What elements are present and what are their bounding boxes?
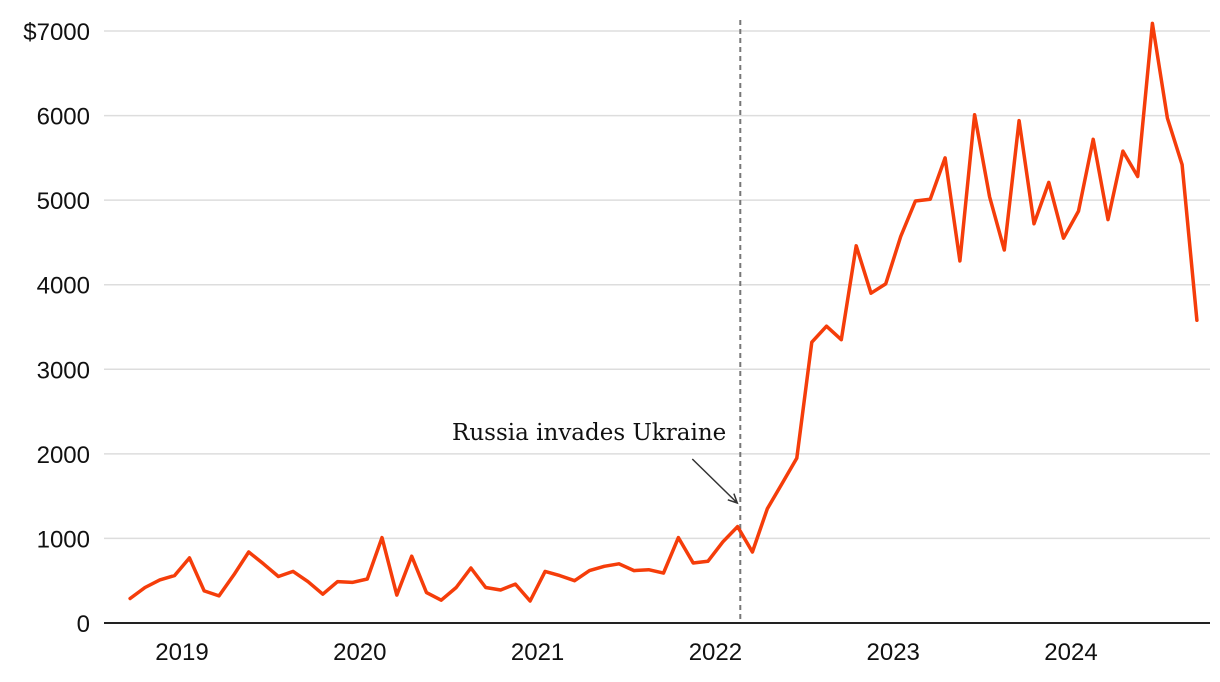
x-tick-label: 2024: [1044, 639, 1097, 666]
y-tick-label: 3000: [37, 357, 90, 384]
y-axis-tick-labels: 0 1000 2000 3000 4000 5000 6000 $7000: [23, 19, 90, 638]
x-axis-tick-labels: 2019 2020 2021 2022 2023 2024: [155, 639, 1097, 666]
x-tick-label: 2019: [155, 639, 208, 666]
y-tick-label: 4000: [37, 273, 90, 300]
x-tick-label: 2022: [689, 639, 742, 666]
y-tick-label: 5000: [37, 188, 90, 215]
annotation: Russia invades Ukraine: [452, 420, 739, 505]
x-tick-label: 2021: [511, 639, 564, 666]
annotation-label: Russia invades Ukraine: [452, 420, 726, 446]
series-line: [128, 21, 1199, 603]
gridlines: [104, 30, 1210, 540]
y-tick-label: 6000: [37, 104, 90, 131]
x-tick-label: 2020: [333, 639, 386, 666]
y-tick-label: 2000: [37, 442, 90, 469]
x-tick-label: 2023: [867, 639, 920, 666]
annotation-arrow: [691, 458, 739, 505]
y-tick-label: $7000: [23, 19, 90, 46]
y-tick-label: 0: [77, 611, 90, 638]
y-tick-label: 1000: [37, 526, 90, 553]
